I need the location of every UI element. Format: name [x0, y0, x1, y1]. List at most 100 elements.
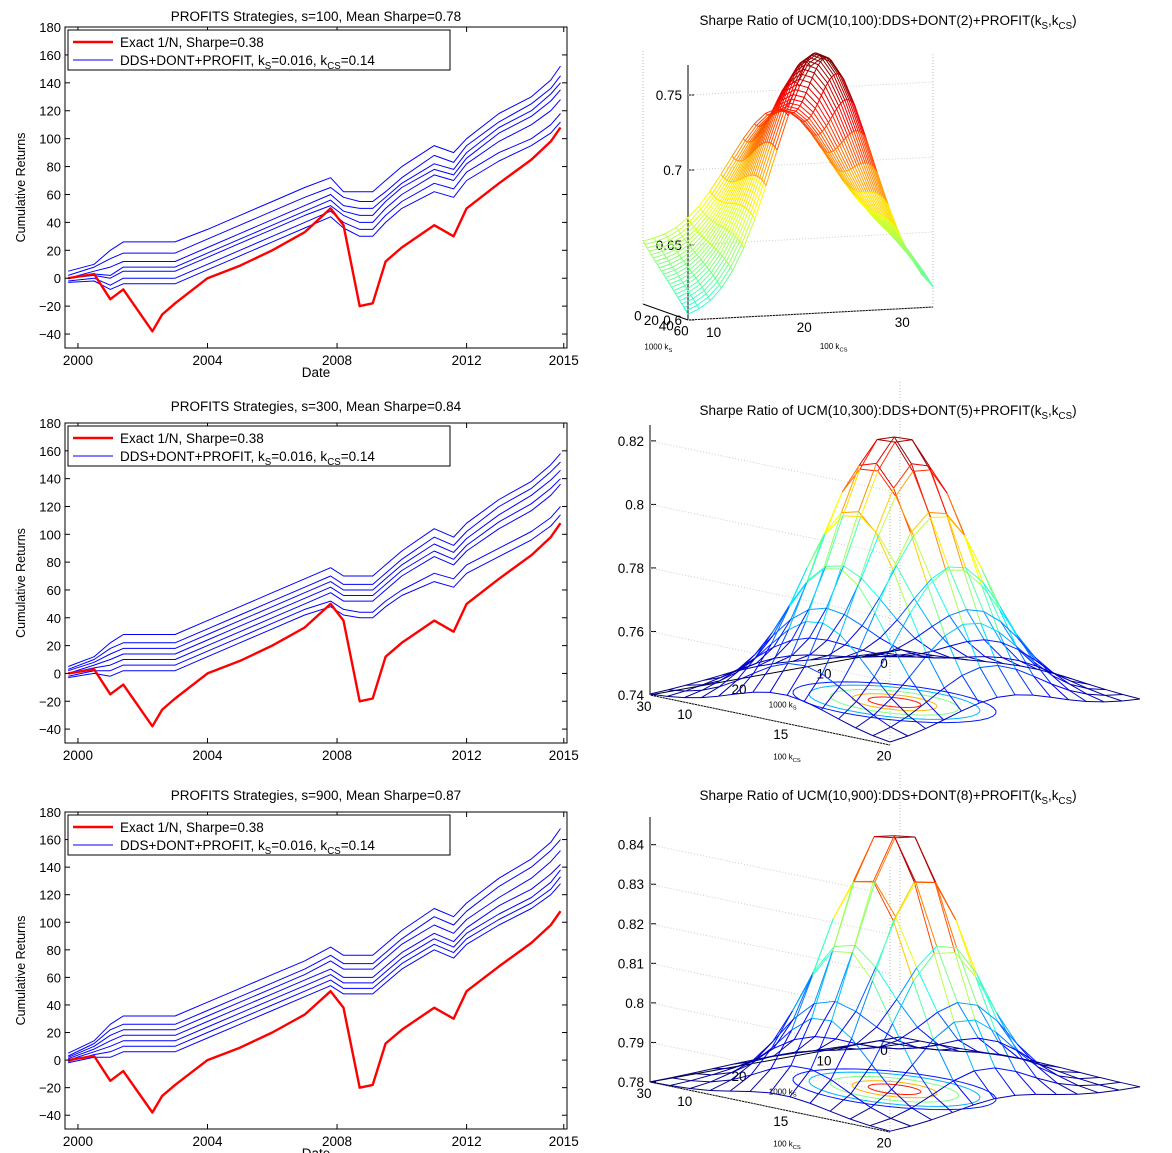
subscript: CS: [793, 1145, 801, 1151]
mesh-segment: [928, 279, 932, 284]
mesh-segment: [880, 215, 884, 218]
mesh-segment: [844, 614, 863, 627]
mesh-segment: [675, 249, 678, 253]
mesh-segment: [961, 667, 981, 676]
mesh-segment: [669, 283, 673, 288]
mesh-segment: [698, 256, 702, 260]
mesh-segment: [685, 263, 689, 268]
mesh-segment: [663, 269, 675, 275]
mesh-segment: [908, 250, 911, 254]
mesh-segment: [828, 122, 841, 146]
mesh-segment: [791, 637, 810, 656]
mesh-segment: [930, 578, 950, 616]
mesh-segment: [926, 701, 944, 721]
mesh-segment: [842, 515, 861, 518]
grid-line: [649, 694, 891, 746]
mesh-segment: [979, 665, 998, 668]
mesh-segment: [827, 79, 831, 84]
mesh-segment: [950, 656, 968, 659]
mesh-segment: [822, 622, 841, 636]
mesh-segment: [932, 1094, 953, 1113]
y-tick-label: 0: [54, 1053, 61, 1068]
mesh-segment: [742, 175, 755, 207]
mesh-segment: [861, 132, 865, 136]
mesh-segment: [750, 124, 763, 143]
mesh-segment: [856, 612, 876, 655]
mesh-segment: [796, 83, 809, 89]
mesh-segment: [830, 151, 843, 172]
mesh-segment: [755, 635, 774, 658]
mesh-segment: [799, 105, 812, 116]
surface-panel: Sharpe Ratio of UCM(10,300):DDS+DONT(5)+…: [618, 380, 1141, 764]
x-tick-label: 2004: [192, 1134, 223, 1149]
mesh-segment: [691, 1068, 713, 1074]
y-tick-label: 160: [39, 833, 61, 848]
mesh-segment: [649, 1081, 671, 1087]
mesh-segment: [891, 613, 911, 647]
mesh-segment: [844, 170, 847, 172]
mesh-segment: [687, 266, 691, 270]
x-tick-label: 2008: [322, 1134, 352, 1149]
mesh-segment: [677, 252, 681, 256]
mesh-segment: [768, 141, 772, 144]
mesh-segment: [806, 119, 819, 136]
mesh-segment: [812, 111, 825, 130]
mesh-segment: [718, 267, 731, 286]
mesh-segment: [878, 217, 891, 225]
mesh-segment: [850, 167, 854, 170]
mesh-segment: [908, 701, 927, 717]
mesh-segment: [895, 916, 918, 968]
mesh-segment: [931, 626, 951, 647]
mesh-segment: [670, 257, 682, 265]
mesh-segment: [816, 103, 829, 123]
mesh-segment: [665, 257, 669, 262]
mesh-segment: [983, 610, 1001, 623]
mesh-segment: [916, 945, 938, 969]
mesh-segment: [920, 267, 924, 271]
mesh-segment: [744, 175, 757, 208]
mesh-segment: [912, 981, 934, 1040]
mesh-segment: [958, 1039, 980, 1053]
mesh-segment: [934, 655, 952, 659]
mesh-segment: [700, 208, 704, 213]
mesh-segment: [792, 654, 811, 662]
mesh-segment: [758, 117, 771, 147]
mesh-segment: [934, 882, 957, 921]
mesh-segment: [717, 180, 730, 201]
mesh-segment: [962, 624, 981, 668]
mesh-segment: [689, 208, 702, 222]
mesh-segment: [815, 52, 818, 54]
mesh-segment: [721, 234, 734, 257]
label-part: 100 k: [820, 342, 841, 351]
mesh-segment: [741, 244, 745, 248]
legend-label: DDS+DONT+PROFIT, kS=0.016, kCS=0.14: [120, 838, 375, 857]
mesh-segment: [892, 569, 911, 614]
mesh-segment: [823, 90, 836, 113]
mesh-segment: [760, 114, 773, 145]
mesh-segment: [774, 660, 793, 664]
z-tick-label: 0.8: [625, 996, 644, 1011]
y-tick-label: 80: [47, 555, 61, 570]
mesh-segment: [845, 135, 849, 139]
mesh-segment: [1057, 1082, 1079, 1087]
mesh-segment: [721, 669, 739, 676]
mesh-segment: [654, 260, 658, 265]
mesh-segment: [724, 159, 737, 180]
mesh-segment: [692, 290, 705, 300]
y-tick-label: 10: [677, 707, 692, 722]
mesh-segment: [839, 144, 852, 170]
mesh-segment: [821, 131, 834, 152]
mesh-segment: [853, 130, 857, 132]
mesh-segment: [687, 205, 700, 219]
mesh-segment: [877, 193, 881, 196]
mesh-segment: [853, 131, 866, 164]
mesh-segment: [735, 236, 738, 240]
mesh-segment: [890, 1107, 912, 1119]
mesh-segment: [749, 144, 762, 176]
mesh-segment: [1119, 1081, 1141, 1088]
grid-line: [649, 1081, 891, 1133]
mesh-segment: [916, 261, 920, 265]
subscript: CS: [327, 61, 341, 72]
mesh-segment: [810, 655, 828, 661]
mesh-segment: [974, 1019, 996, 1069]
